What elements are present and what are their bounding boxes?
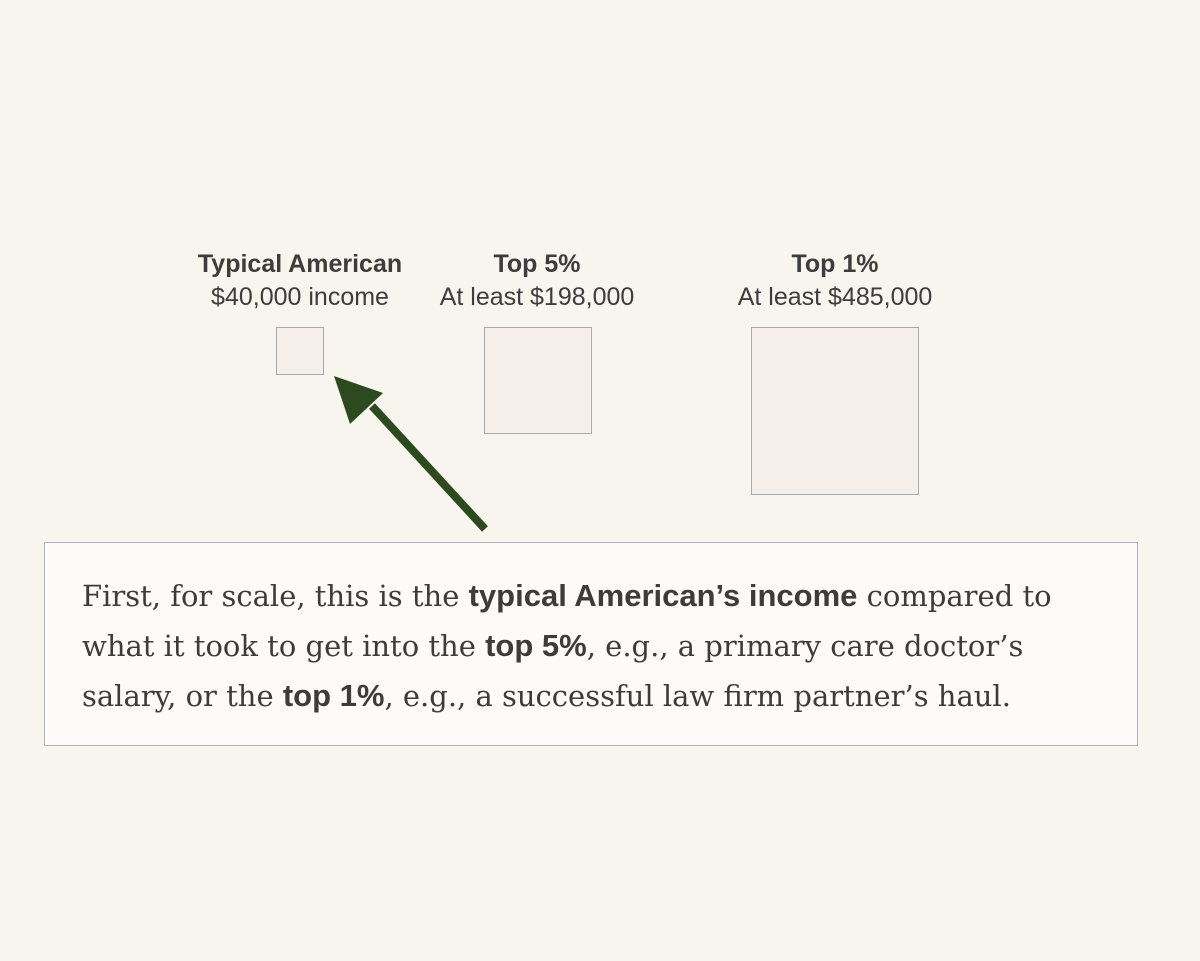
group-value-label: At least $485,000 [737,283,933,311]
callout-text: , e.g., a primary care doctor’s salary, … [82,629,1024,713]
area-box-top-5 [484,327,592,435]
callout-text: , e.g., a successful law firm partner’s … [384,679,1011,713]
group-value-label: $40,000 income [211,283,389,311]
area-box-top-1 [751,327,919,495]
group-name: Typical American [197,250,403,278]
group-top-1: Top 1% At least $485,000 [715,247,955,313]
group-value-label: At least $198,000 [439,283,635,311]
group-name: Top 1% [791,250,879,278]
area-box-typical-american [275,327,325,376]
group-top-5: Top 5% At least $198,000 [422,247,652,313]
callout-text: First, for scale, this is the [82,579,469,613]
callout-text: compared to what it took to get into the [82,579,1052,663]
callout-emphasis: typical American’s income [468,578,858,613]
group-typical-american: Typical American $40,000 income [185,247,415,313]
callout-box: First, for scale, this is the typical Am… [44,542,1138,746]
callout-emphasis: top 1% [282,678,385,713]
group-name: Top 5% [493,250,581,278]
callout-emphasis: top 5% [485,628,587,663]
